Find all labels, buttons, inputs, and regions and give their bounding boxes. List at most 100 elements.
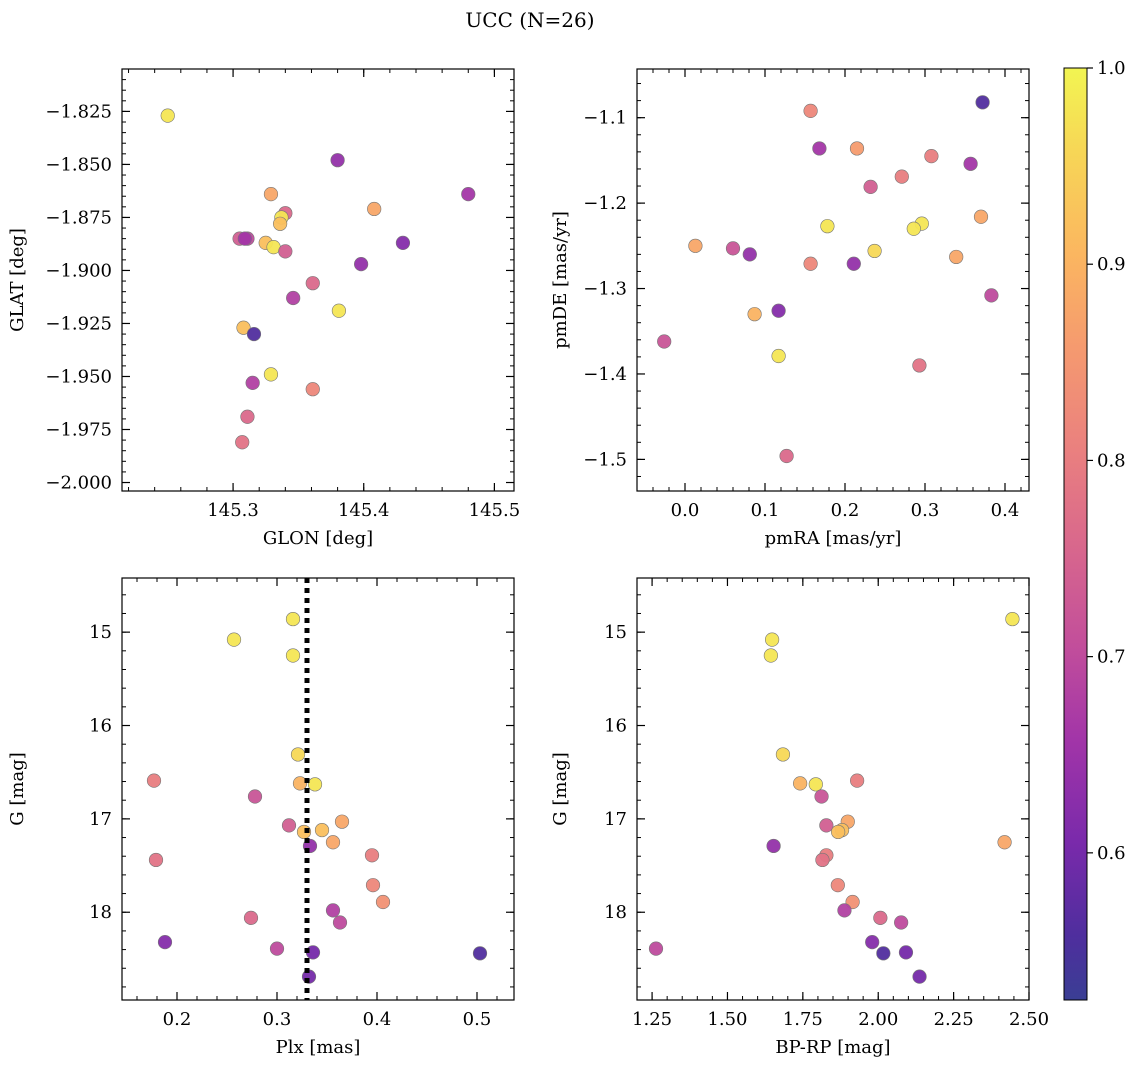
x-tick-label: 0.3 bbox=[263, 1009, 292, 1030]
scatter-point bbox=[725, 241, 741, 256]
scatter-point bbox=[747, 307, 762, 322]
scatter-point bbox=[803, 256, 818, 271]
scatter-points bbox=[648, 611, 1020, 984]
x-tick-label: 1.50 bbox=[707, 1009, 747, 1030]
scatter-point bbox=[912, 969, 927, 984]
scatter-point bbox=[286, 290, 301, 306]
scatter-point bbox=[332, 915, 348, 930]
scatter-point bbox=[873, 910, 888, 925]
y-tick-label: −1.850 bbox=[45, 154, 112, 175]
scatter-point bbox=[292, 776, 308, 791]
plot-frame bbox=[636, 68, 1030, 492]
colorbar-tick-label: 0.6 bbox=[1097, 843, 1126, 864]
scatter-point bbox=[263, 187, 279, 202]
x-axis-label: Plx [mas] bbox=[276, 1037, 361, 1058]
y-axis-label: G [mag] bbox=[7, 752, 28, 825]
scatter-point bbox=[894, 169, 909, 184]
plot-frame bbox=[636, 577, 1030, 1001]
x-tick-label: 2.50 bbox=[1009, 1009, 1049, 1030]
x-tick-label: 0.3 bbox=[911, 500, 940, 521]
scatter-point bbox=[984, 288, 999, 303]
y-tick-label: −1.900 bbox=[45, 260, 112, 281]
x-axis-label: BP-RP [mag] bbox=[775, 1037, 890, 1058]
x-tick-label: 0.2 bbox=[831, 500, 860, 521]
colorbar-tick-label: 0.8 bbox=[1097, 450, 1126, 471]
scatter-point bbox=[894, 915, 909, 930]
scatter-point bbox=[812, 141, 827, 156]
scatter-point bbox=[331, 303, 347, 318]
scatter-point bbox=[657, 334, 672, 349]
y-tick-label: −1.3 bbox=[583, 279, 627, 300]
scatter-point bbox=[906, 221, 921, 236]
panel-plx-g: 0.2 0.3 0.4 0.5 15 16 17 18 Plx [mas] G [mag] bbox=[7, 577, 515, 1058]
scatter-point bbox=[281, 818, 297, 833]
scatter-point bbox=[814, 789, 829, 804]
x-tick-label: 145.4 bbox=[338, 500, 390, 521]
scatter-point bbox=[1005, 611, 1020, 627]
scatter-points bbox=[146, 611, 488, 984]
plot-frame bbox=[121, 68, 515, 492]
y-tick-label: 18 bbox=[89, 902, 112, 923]
scatter-point bbox=[325, 835, 341, 850]
scatter-point bbox=[831, 824, 846, 840]
scatter-point bbox=[334, 814, 350, 829]
scatter-point bbox=[285, 648, 301, 663]
scatter-point bbox=[775, 747, 791, 762]
scatter-point bbox=[803, 103, 818, 118]
scatter-point bbox=[849, 141, 865, 156]
plot-frame bbox=[121, 577, 515, 1001]
colorbar-tick-label: 1.0 bbox=[1097, 58, 1126, 79]
scatter-point bbox=[472, 946, 488, 961]
scatter-point bbox=[771, 348, 786, 364]
y-tick-label: −1.825 bbox=[45, 101, 112, 122]
scatter-point bbox=[278, 244, 293, 259]
x-tick-label: 0.4 bbox=[363, 1009, 392, 1030]
scatter-point bbox=[863, 179, 878, 194]
x-axis-label: GLON [deg] bbox=[263, 528, 373, 549]
scatter-point bbox=[325, 903, 341, 918]
colorbar-gradient bbox=[1063, 67, 1088, 1001]
scatter-point bbox=[876, 946, 891, 961]
scatter-point bbox=[314, 822, 330, 838]
scatter-point bbox=[867, 243, 882, 259]
y-tick-label: 17 bbox=[89, 809, 112, 830]
x-tick-label: 2.00 bbox=[858, 1009, 898, 1030]
scatter-point bbox=[375, 894, 391, 910]
y-axis-label: GLAT [deg] bbox=[7, 228, 28, 332]
scatter-point bbox=[924, 149, 939, 164]
scatter-point bbox=[273, 216, 288, 231]
y-tick-label: −1.1 bbox=[583, 108, 627, 129]
scatter-point bbox=[148, 852, 164, 868]
scatter-point bbox=[963, 156, 978, 171]
y-tick-label: 15 bbox=[89, 622, 112, 643]
y-axis-label: pmDE [mas/yr] bbox=[550, 211, 571, 349]
x-tick-label: 2.25 bbox=[934, 1009, 974, 1030]
scatter-point bbox=[764, 632, 780, 647]
scatter-point bbox=[305, 382, 320, 397]
scatter-point bbox=[245, 375, 260, 390]
scatter-point bbox=[235, 435, 250, 450]
scatter-points bbox=[657, 95, 999, 464]
panel-pmra-pmde: 0.0 0.1 0.2 0.3 0.4 −1.1 −1.2 −1.3 −1.4 −1.5 pmRA … bbox=[550, 68, 1030, 549]
y-tick-label: −1.950 bbox=[45, 366, 112, 387]
scatter-point bbox=[263, 367, 279, 382]
y-tick-label: 16 bbox=[89, 716, 112, 737]
scatter-point bbox=[820, 219, 835, 234]
scatter-point bbox=[237, 231, 252, 246]
scatter-point bbox=[808, 777, 823, 792]
scatter-point bbox=[365, 878, 381, 893]
y-tick-label: −1.975 bbox=[45, 420, 112, 441]
colorbar: 0.6 0.7 0.8 0.9 1.0 bbox=[1063, 58, 1126, 1001]
x-tick-label: 0.1 bbox=[751, 500, 780, 521]
panel-glon-glat: 145.3 145.4 145.5 −1.825 −1.850 −1.875 −1.900 −… bbox=[7, 68, 520, 549]
y-tick-label: −1.875 bbox=[45, 207, 112, 228]
x-tick-label: 1.25 bbox=[632, 1009, 672, 1030]
y-axis-label: G [mag] bbox=[550, 752, 571, 825]
y-tick-label: −1.5 bbox=[583, 449, 627, 470]
scatter-point bbox=[898, 945, 914, 960]
y-tick-label: 18 bbox=[604, 902, 627, 923]
scatter-point bbox=[243, 910, 259, 925]
x-tick-label: 145.3 bbox=[207, 500, 259, 521]
scatter-point bbox=[146, 773, 162, 788]
x-tick-label: 1.75 bbox=[783, 1009, 823, 1030]
